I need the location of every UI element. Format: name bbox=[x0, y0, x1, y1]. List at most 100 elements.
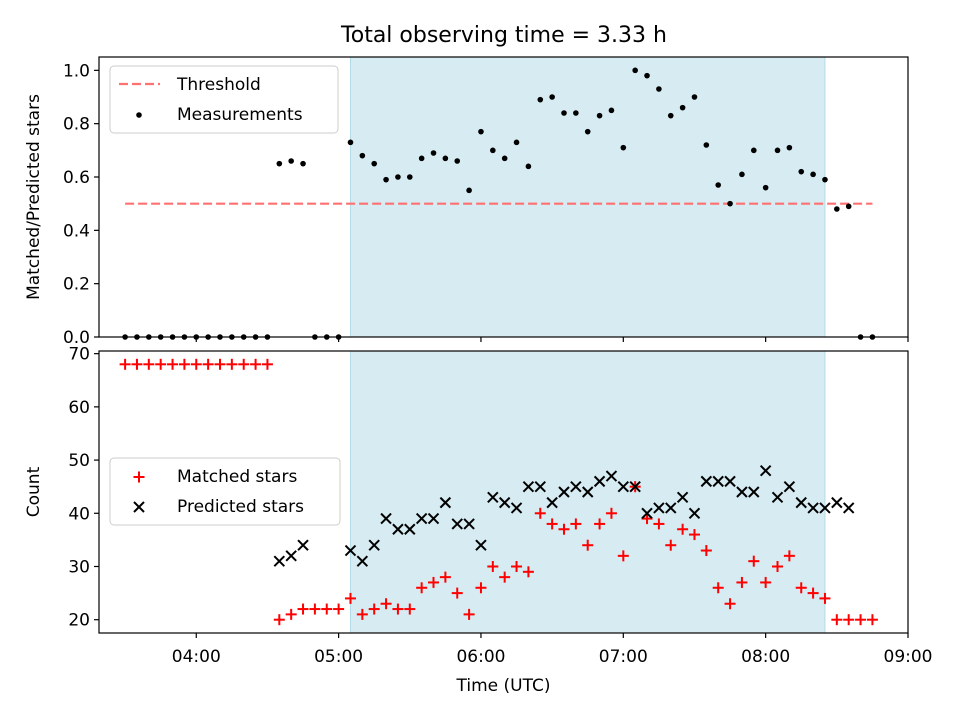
matched-star-point bbox=[522, 566, 534, 578]
predicted-star-point-b bbox=[534, 480, 546, 493]
measurement-point bbox=[513, 139, 520, 146]
predicted-star-point bbox=[558, 486, 570, 498]
chart-title: Total observing time = 3.33 h bbox=[340, 23, 667, 48]
predicted-star-point-b bbox=[463, 518, 475, 530]
predicted-star-point bbox=[641, 507, 653, 519]
measurement-point bbox=[300, 160, 306, 167]
matched-star-point bbox=[772, 560, 784, 572]
predicted-star-point bbox=[498, 496, 511, 509]
measurement-point bbox=[359, 152, 366, 159]
measurement-point bbox=[454, 158, 461, 164]
legend-matched-swatch bbox=[133, 471, 145, 483]
legend-predicted-swatch bbox=[133, 501, 145, 513]
measurement-point bbox=[288, 158, 294, 164]
bottom-axes-frame bbox=[98, 350, 909, 634]
predicted-star-point-b bbox=[344, 544, 357, 557]
measurement-point bbox=[573, 110, 579, 116]
matched-star-point bbox=[641, 513, 653, 525]
measurement-point bbox=[371, 160, 378, 167]
legend-matched-label: Matched stars bbox=[177, 467, 297, 487]
matched-star-point bbox=[214, 358, 226, 370]
matched-star-point bbox=[499, 571, 511, 583]
top-legend-box bbox=[109, 65, 339, 134]
legend-measurements-label: Measurements bbox=[177, 105, 303, 125]
top-y-tick-label: 0.2 bbox=[63, 275, 90, 295]
matched-star-point bbox=[546, 518, 558, 530]
bottom-y-axis: 20 30 40 50 60 70 bbox=[68, 345, 99, 631]
measurement-point bbox=[656, 86, 662, 92]
predicted-star-point-b bbox=[819, 502, 831, 514]
measurement-point bbox=[834, 206, 840, 212]
matched-star-point bbox=[167, 358, 179, 370]
matched-star-point bbox=[285, 608, 297, 620]
matched-star-point bbox=[250, 358, 262, 370]
predicted-star-point-b bbox=[759, 465, 772, 477]
predicted-star-point bbox=[451, 518, 463, 530]
predicted-star-point-b bbox=[582, 486, 594, 498]
matched-star-point bbox=[463, 608, 475, 620]
measurement-point bbox=[501, 155, 508, 162]
measurement-point bbox=[442, 155, 449, 162]
top-plot-marks bbox=[122, 67, 876, 340]
predicted-star-point bbox=[285, 550, 297, 562]
matched-star-point bbox=[783, 550, 795, 562]
measurement-point bbox=[762, 184, 769, 191]
matched-star-point bbox=[570, 518, 582, 530]
bottom-y-tick-label: 70 bbox=[68, 345, 90, 365]
measurement-point bbox=[596, 112, 603, 119]
measurement-point bbox=[845, 203, 852, 210]
matched-star-point bbox=[475, 582, 487, 594]
predicted-star-point-b bbox=[736, 486, 748, 498]
matched-star-point bbox=[202, 358, 214, 370]
top-y-axis: 0.0 0.2 0.4 0.6 0.8 1.0 bbox=[63, 61, 99, 348]
predicted-star-point-b bbox=[356, 555, 369, 567]
measurement-point bbox=[691, 94, 698, 100]
predicted-star-point bbox=[380, 512, 392, 525]
legend-measurements-swatch bbox=[136, 112, 142, 118]
measurement-point bbox=[561, 110, 567, 116]
predicted-star-point-b bbox=[285, 550, 297, 562]
measurement-point bbox=[644, 72, 650, 79]
bottom-plot-marks bbox=[119, 358, 878, 626]
matched-star-point bbox=[404, 603, 416, 615]
matched-star-point bbox=[795, 582, 807, 594]
predicted-star-point-b bbox=[297, 539, 309, 551]
measurement-point bbox=[395, 174, 401, 180]
legend-predicted-label: Predicted stars bbox=[177, 497, 304, 517]
predicted-star-point-b bbox=[558, 486, 570, 498]
predicted-star-point bbox=[831, 496, 843, 509]
top-legend: Threshold Measurements bbox=[109, 65, 339, 134]
predicted-star-point-b bbox=[570, 480, 582, 493]
matched-star-point bbox=[309, 603, 321, 615]
matched-star-point bbox=[511, 560, 523, 572]
measurement-point bbox=[490, 147, 496, 154]
legend-threshold-label: Threshold bbox=[176, 75, 261, 95]
matched-star-point bbox=[819, 592, 831, 604]
matched-star-point bbox=[807, 587, 819, 599]
bottom-x-tick-label: 08:00 bbox=[741, 647, 790, 667]
matched-star-point bbox=[333, 603, 345, 615]
predicted-star-point bbox=[759, 465, 772, 477]
matched-star-point bbox=[178, 358, 190, 370]
predicted-star-point-b bbox=[653, 502, 665, 514]
predicted-star-point bbox=[546, 496, 558, 509]
measurement-point bbox=[679, 104, 686, 111]
top-y-tick-label: 0.6 bbox=[63, 168, 90, 188]
predicted-star-point-b bbox=[475, 539, 487, 551]
measurement-point bbox=[810, 171, 816, 178]
predicted-star-point-b bbox=[498, 496, 511, 509]
bottom-y-tick-label: 60 bbox=[68, 398, 90, 418]
matched-star-point bbox=[487, 560, 499, 572]
predicted-star-point-b bbox=[368, 539, 380, 551]
predicted-star-point bbox=[700, 475, 713, 488]
predicted-star-point-b bbox=[273, 555, 286, 567]
measurement-point bbox=[406, 174, 413, 180]
matched-star-point bbox=[688, 529, 700, 541]
bottom-x-tick-label: 05:00 bbox=[314, 647, 363, 667]
predicted-star-point-b bbox=[676, 491, 689, 504]
predicted-star-point-b bbox=[724, 475, 736, 488]
predicted-star-point bbox=[415, 512, 428, 525]
matched-star-point bbox=[724, 598, 736, 610]
matched-star-point bbox=[439, 571, 451, 583]
predicted-star-point-b bbox=[593, 475, 606, 488]
